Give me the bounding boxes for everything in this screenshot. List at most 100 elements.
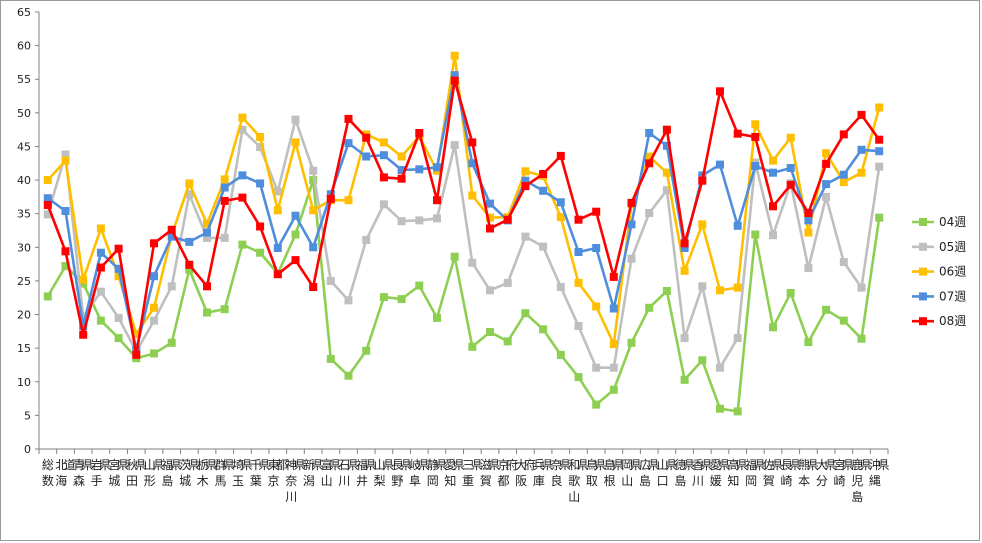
x-tick-char: 広 <box>639 458 651 472</box>
x-tick-char: 山 <box>374 458 386 472</box>
data-point <box>786 164 795 172</box>
x-tick-label: 群馬県 <box>214 458 235 488</box>
x-tick-label: 広島県 <box>639 458 660 488</box>
data-point <box>238 193 247 202</box>
x-tick-char: 県 <box>117 458 129 472</box>
data-point <box>397 217 406 226</box>
data-point <box>592 302 601 311</box>
data-point <box>291 211 300 220</box>
data-point <box>185 190 194 199</box>
data-point <box>362 133 371 142</box>
x-tick-char: 県 <box>630 458 642 472</box>
x-tick-label: 宮崎県 <box>834 457 855 488</box>
data-point <box>609 340 618 349</box>
legend-entry: 05週 <box>912 240 966 254</box>
x-tick-char: 県 <box>471 458 483 472</box>
data-point <box>43 176 52 185</box>
x-tick-char: 形 <box>144 474 156 488</box>
x-tick-char: 山 <box>657 458 669 472</box>
data-point <box>574 248 583 256</box>
data-point <box>645 303 654 312</box>
data-point <box>875 147 884 156</box>
data-point <box>362 235 371 244</box>
legend-marker <box>919 218 927 226</box>
data-point <box>238 240 247 249</box>
x-tick-label: 福島県 <box>161 457 182 488</box>
y-tick-label: 15 <box>17 342 31 355</box>
x-tick-char: 愛 <box>710 458 722 472</box>
y-tick-label: 35 <box>17 208 31 221</box>
legend-marker <box>919 292 927 301</box>
data-point <box>786 180 795 189</box>
legend-entry: 08週 <box>912 314 966 328</box>
x-tick-char: 県 <box>152 458 164 472</box>
x-tick-char: 根 <box>604 474 616 488</box>
x-tick-char: 千 <box>250 458 262 472</box>
data-point <box>751 162 760 170</box>
data-point <box>822 180 831 189</box>
data-point <box>256 248 265 257</box>
data-point <box>309 206 318 215</box>
data-point <box>43 292 52 301</box>
data-point <box>379 293 388 302</box>
x-tick-char: 富 <box>321 457 333 472</box>
data-point <box>238 113 247 122</box>
data-point <box>521 232 530 241</box>
x-tick-char: 県 <box>541 458 553 472</box>
x-tick-char: 石 <box>338 458 350 472</box>
x-tick-label: 埼玉県 <box>232 458 253 488</box>
data-point <box>627 338 636 347</box>
x-tick-char: 京 <box>268 474 280 488</box>
y-tick-label: 55 <box>17 73 31 86</box>
x-tick-char: 県 <box>170 458 182 472</box>
data-point <box>627 220 636 229</box>
x-tick-char: 県 <box>577 458 589 472</box>
data-point <box>680 239 689 248</box>
data-point <box>769 323 777 332</box>
x-tick-char: 木 <box>197 474 209 488</box>
data-point <box>680 375 689 384</box>
x-tick-char: 山 <box>568 490 580 504</box>
x-tick-char: 縄 <box>869 473 881 488</box>
data-point <box>326 354 335 363</box>
x-tick-label: 沖縄県 <box>869 458 890 488</box>
data-point <box>450 76 459 85</box>
data-point <box>609 272 618 281</box>
x-tick-char: 県 <box>400 458 412 472</box>
data-point <box>167 232 176 241</box>
data-point <box>875 135 884 144</box>
data-point <box>79 330 88 339</box>
data-point <box>203 282 211 291</box>
data-point <box>291 230 300 239</box>
data-point <box>592 400 601 409</box>
data-point <box>450 141 459 150</box>
x-tick-char: 県 <box>701 458 713 472</box>
data-point <box>592 207 601 216</box>
x-tick-char: 県 <box>789 458 801 472</box>
data-point <box>804 216 813 225</box>
legend-label: 08週 <box>939 314 966 328</box>
data-point <box>379 173 388 182</box>
legend-entry: 07週 <box>912 289 966 303</box>
x-tick-char: 県 <box>771 458 783 472</box>
data-point <box>486 213 494 222</box>
x-tick-char: 川 <box>692 474 704 488</box>
data-point <box>238 125 247 134</box>
data-point <box>203 308 211 317</box>
legend-entry: 06週 <box>912 265 966 279</box>
x-tick-char: 三 <box>462 458 474 472</box>
x-tick-label: 茨城県 <box>179 458 200 488</box>
data-point <box>751 230 760 239</box>
data-point <box>114 264 123 273</box>
x-tick-label: 和歌山 県 <box>568 458 589 504</box>
x-tick-char: 県 <box>860 458 872 472</box>
data-point <box>804 209 813 217</box>
data-point <box>733 407 742 416</box>
y-tick-label: 45 <box>17 140 31 153</box>
data-point <box>733 283 742 292</box>
x-tick-char: 川 <box>338 474 350 488</box>
x-tick-char: 賀 <box>480 474 492 488</box>
x-tick-char: 県 <box>81 458 93 472</box>
data-point <box>698 356 707 365</box>
data-point <box>592 363 601 372</box>
